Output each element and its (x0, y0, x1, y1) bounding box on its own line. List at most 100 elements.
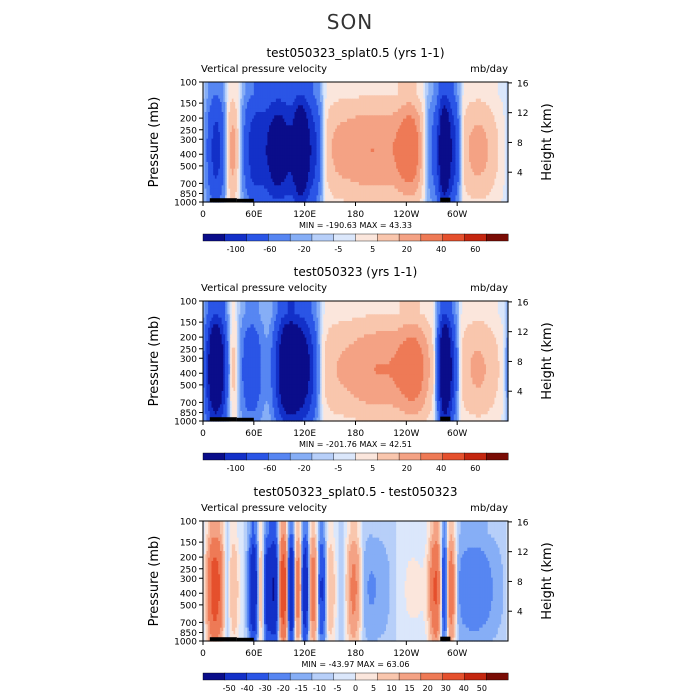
heatmap-cell (252, 118, 255, 123)
heatmap-cell (228, 138, 231, 143)
heatmap-cell (267, 122, 270, 126)
heatmap-cell (306, 145, 309, 150)
heatmap-cell (277, 142, 280, 146)
heatmap-cell (433, 85, 436, 90)
heatmap-cell (402, 92, 406, 96)
heatmap-cell (336, 112, 340, 116)
heatmap-cell (330, 122, 333, 126)
heatmap-cell (402, 115, 406, 120)
heatmap-cell (236, 85, 240, 90)
heatmap-cell (421, 122, 424, 126)
heatmap-cell (380, 118, 384, 123)
heatmap-cell (447, 92, 450, 96)
heatmap-cell (264, 128, 267, 133)
heatmap-cell (406, 132, 409, 136)
heatmap-cell (463, 82, 467, 86)
heatmap-cell (330, 132, 333, 136)
heatmap-cell (311, 115, 314, 120)
heatmap-cell (321, 88, 324, 93)
heatmap-cell (255, 142, 258, 146)
heatmap-cell (374, 122, 377, 126)
heatmap-cell (313, 88, 316, 93)
heatmap-cell (270, 92, 274, 96)
heatmap-cell (384, 92, 387, 96)
heatmap-cell (350, 98, 353, 103)
heatmap-cell (391, 125, 394, 130)
heatmap-cell (258, 108, 262, 113)
heatmap-cell (474, 128, 477, 133)
heatmap-cell (272, 88, 275, 93)
heatmap-cell (328, 115, 331, 120)
heatmap-cell (363, 115, 367, 120)
heatmap-cell (491, 82, 494, 86)
heatmap-cell (274, 108, 277, 113)
heatmap-cell (253, 118, 257, 123)
heatmap-cell (453, 102, 457, 106)
heatmap-cell (280, 88, 284, 93)
heatmap-cell (302, 82, 306, 86)
heatmap-cell (306, 122, 309, 126)
heatmap-cell (358, 132, 362, 136)
heatmap-cell (289, 88, 292, 93)
heatmap-cell (272, 128, 275, 133)
heatmap-cell (384, 142, 387, 146)
heatmap-cell (392, 105, 396, 110)
heatmap-cell (501, 132, 504, 136)
heatmap-cell (340, 88, 343, 93)
heatmap-cell (485, 105, 489, 110)
heatmap-cell (302, 88, 306, 93)
heatmap-cell (279, 102, 282, 106)
heatmap-cell (358, 102, 362, 106)
heatmap-cell (245, 112, 248, 116)
heatmap-cell (487, 145, 490, 150)
heatmap-cell (389, 112, 392, 116)
heatmap-cell (362, 92, 365, 96)
heatmap-cell (375, 135, 379, 140)
heatmap-cell (365, 128, 368, 133)
heatmap-cell (431, 132, 435, 136)
heatmap-cell (369, 98, 372, 103)
heatmap-cell (484, 108, 487, 113)
heatmap-cell (428, 138, 431, 143)
heatmap-cell (367, 105, 370, 110)
heatmap-cell (269, 92, 272, 96)
heatmap-cell (216, 138, 219, 143)
heatmap-cell (218, 88, 221, 93)
heatmap-cell (465, 105, 468, 110)
heatmap-cell (321, 132, 324, 136)
heatmap-cell (455, 102, 458, 106)
heatmap-cell (441, 85, 445, 90)
heatmap-cell (267, 95, 270, 100)
heatmap-cell (338, 95, 341, 100)
heatmap-cell (501, 135, 504, 140)
heatmap-cell (243, 125, 246, 130)
heatmap-cell (325, 95, 328, 100)
heatmap-cell (391, 118, 394, 123)
heatmap-cell (431, 105, 435, 110)
heatmap-cell (450, 108, 453, 113)
heatmap-cell (331, 118, 335, 123)
heatmap-cell (213, 122, 216, 126)
heatmap-cell (469, 95, 472, 100)
heatmap-cell (440, 142, 443, 146)
heatmap-cell (458, 88, 462, 93)
heatmap-cell (223, 118, 226, 123)
heatmap-cell (360, 138, 363, 143)
heatmap-cell (411, 115, 414, 120)
heatmap-cell (392, 112, 396, 116)
heatmap-cell (399, 98, 402, 103)
heatmap-cell (453, 85, 457, 90)
heatmap-cell (497, 122, 501, 126)
heatmap-cell (343, 108, 346, 113)
heatmap-cell (279, 98, 282, 103)
heatmap-cell (499, 95, 502, 100)
heatmap-cell (343, 142, 346, 146)
heatmap-cell (248, 108, 252, 113)
heatmap-cell (428, 118, 431, 123)
heatmap-cell (250, 122, 253, 126)
heatmap-cell (248, 125, 252, 130)
heatmap-cell (336, 92, 340, 96)
heatmap-cell (428, 98, 431, 103)
heatmap-cell (218, 135, 221, 140)
heatmap-cell (480, 118, 484, 123)
